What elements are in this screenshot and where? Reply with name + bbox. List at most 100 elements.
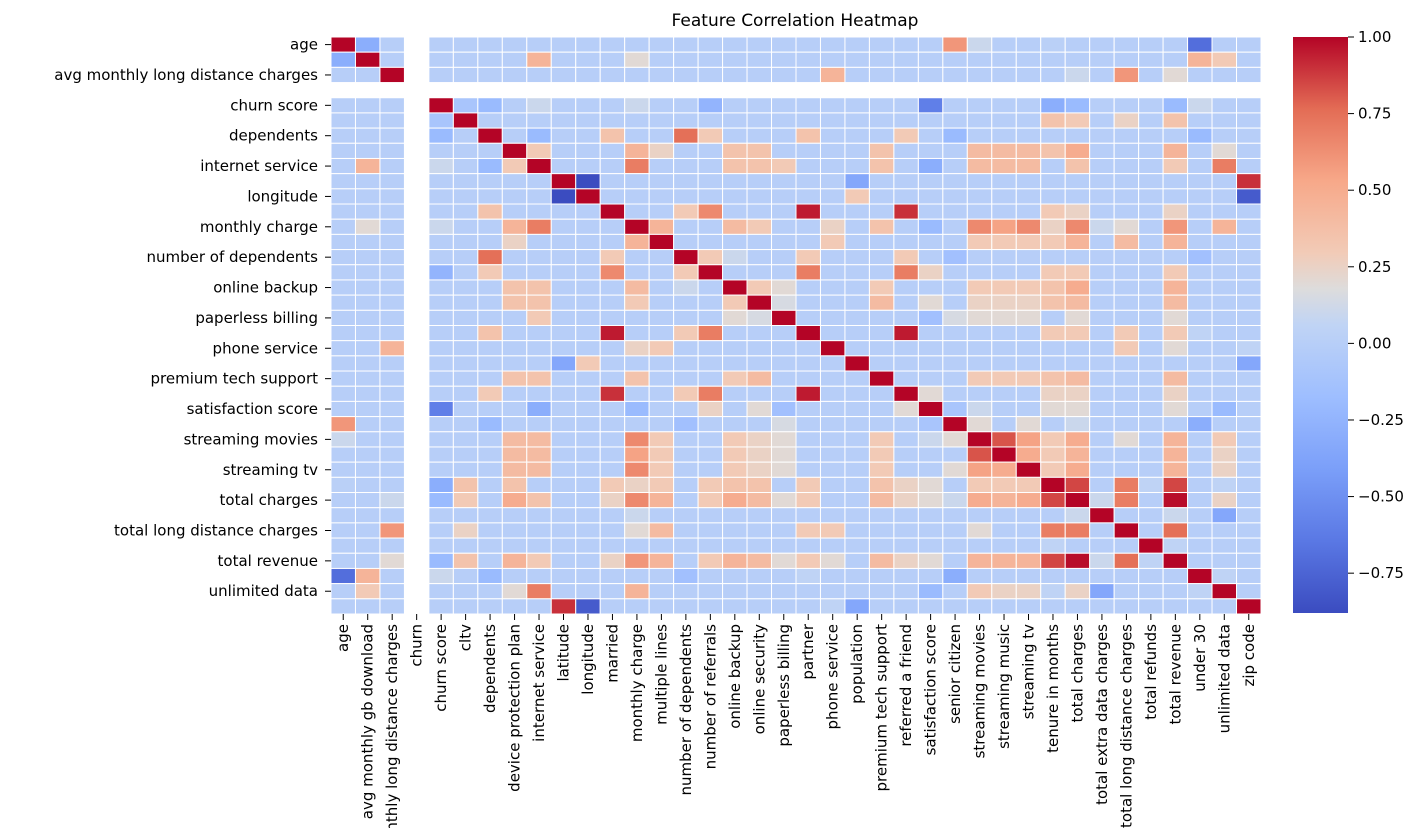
heatmap-cell <box>452 552 479 569</box>
heatmap-cell <box>330 279 356 296</box>
heatmap-cell <box>722 218 748 235</box>
heatmap-cell <box>1040 507 1066 524</box>
heatmap-cell <box>795 36 821 53</box>
heatmap-cell <box>991 492 1017 509</box>
y-tick-label: phone service <box>213 339 318 357</box>
x-tick-label: zip code <box>1240 624 1258 687</box>
heatmap-cell <box>1015 476 1042 494</box>
heatmap-cell <box>795 325 821 342</box>
heatmap-cell <box>624 507 650 524</box>
heatmap-cell <box>893 340 919 357</box>
heatmap-cell <box>550 583 577 600</box>
heatmap-cell <box>893 431 919 448</box>
heatmap-cell <box>1236 537 1262 554</box>
heatmap-cell <box>673 97 699 114</box>
heatmap-cell <box>917 112 944 129</box>
heatmap-cell <box>526 400 552 418</box>
heatmap-cell <box>1089 188 1115 205</box>
x-tick-label: paperless billing <box>775 624 793 747</box>
heatmap-cell <box>354 127 381 144</box>
heatmap-cell <box>1187 370 1213 387</box>
heatmap-cell <box>501 325 528 342</box>
heatmap-cell <box>868 400 895 418</box>
heatmap-cell <box>1040 157 1066 175</box>
heatmap-cell <box>1138 249 1164 266</box>
heatmap-cell <box>893 36 919 53</box>
heatmap-cell <box>599 507 626 524</box>
heatmap-cell <box>330 66 356 84</box>
heatmap-cell <box>1089 279 1115 296</box>
heatmap-cell <box>452 294 479 311</box>
heatmap-cell <box>452 203 479 220</box>
heatmap-cell <box>526 537 552 554</box>
heatmap-cell <box>917 127 944 144</box>
heatmap-cell <box>893 233 919 251</box>
heatmap-cell <box>673 476 699 494</box>
heatmap-cell <box>575 309 601 327</box>
heatmap-cell <box>452 66 479 84</box>
heatmap-cell <box>991 218 1017 235</box>
heatmap-cell <box>697 340 724 357</box>
heatmap-cell <box>844 507 870 524</box>
heatmap-cell <box>575 157 601 175</box>
heatmap-cell <box>648 294 675 311</box>
heatmap-cell <box>722 325 748 342</box>
x-tick-label: satisfaction score <box>922 624 940 755</box>
heatmap-cell <box>1211 598 1238 615</box>
heatmap-cell <box>575 385 601 402</box>
heatmap-cell <box>428 507 454 524</box>
heatmap-cell <box>1015 355 1042 372</box>
heatmap-cell <box>868 507 895 524</box>
heatmap-cell <box>1211 97 1238 114</box>
heatmap-cell <box>1064 157 1091 175</box>
heatmap-cell <box>673 36 699 53</box>
heatmap-cell <box>697 492 724 509</box>
colorbar-tick-label: −0.25 <box>1358 411 1404 429</box>
heatmap-cell <box>771 355 797 372</box>
heatmap-cell <box>477 507 503 524</box>
heatmap-cell <box>550 340 577 357</box>
heatmap-cell <box>966 340 993 357</box>
heatmap-cell <box>1162 492 1189 509</box>
heatmap-cell <box>354 309 381 327</box>
heatmap-cell <box>501 188 528 205</box>
heatmap-cell <box>795 400 821 418</box>
heatmap-cell <box>452 340 479 357</box>
heatmap-cell <box>795 127 821 144</box>
heatmap-cell <box>1015 218 1042 235</box>
heatmap-cell <box>1064 66 1091 84</box>
heatmap-cell <box>624 522 650 539</box>
x-tick-label: device protection plan <box>506 624 524 792</box>
heatmap-cell <box>1113 446 1140 463</box>
heatmap-cell <box>942 203 968 220</box>
heatmap-cell <box>1064 598 1091 615</box>
heatmap-cell <box>477 51 503 68</box>
heatmap-cell <box>1015 340 1042 357</box>
heatmap-cell <box>1211 355 1238 372</box>
heatmap-cell <box>722 355 748 372</box>
heatmap-cell <box>819 461 846 478</box>
heatmap-cell <box>599 97 626 114</box>
heatmap-cell <box>648 340 675 357</box>
heatmap-cell <box>526 309 552 327</box>
heatmap-cell <box>844 567 870 585</box>
heatmap-cell <box>648 400 675 418</box>
heatmap-cell <box>746 279 773 296</box>
heatmap-cell <box>795 340 821 357</box>
heatmap-cell <box>575 431 601 448</box>
heatmap-cell <box>722 203 748 220</box>
x-tick-label: senior citizen <box>946 624 964 724</box>
heatmap-cell <box>330 476 356 494</box>
heatmap-cell <box>1236 249 1262 266</box>
heatmap-cell <box>501 567 528 585</box>
heatmap-cell <box>819 355 846 372</box>
heatmap-cell <box>575 446 601 463</box>
heatmap-cell <box>917 583 944 600</box>
heatmap-cell <box>1187 66 1213 84</box>
heatmap-cell <box>917 385 944 402</box>
heatmap-cell <box>599 431 626 448</box>
heatmap-cell <box>477 446 503 463</box>
heatmap-cell <box>844 188 870 205</box>
heatmap-cell <box>379 355 405 372</box>
heatmap-cell <box>1015 385 1042 402</box>
